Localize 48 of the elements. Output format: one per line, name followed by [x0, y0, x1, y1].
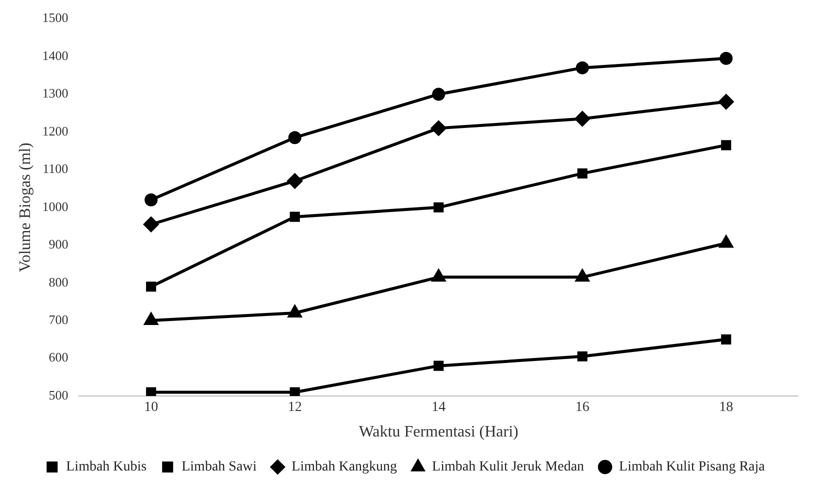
legend-label: Limbah Kulit Pisang Raja [619, 460, 766, 475]
x-axis-title: Waktu Fermentasi (Hari) [358, 424, 518, 441]
point [721, 334, 732, 344]
y-tick-label: 1000 [42, 198, 68, 214]
y-tick-label: 600 [48, 350, 68, 365]
y-tick-label: 1400 [42, 48, 68, 63]
point [287, 173, 302, 188]
point [574, 111, 590, 126]
y-axis-title: Volume Biogas (ml) [16, 142, 34, 272]
x-tick-label: 12 [288, 400, 302, 416]
y-tick-label: 1100 [42, 161, 68, 176]
x-tick-label: 14 [432, 400, 446, 416]
point [288, 306, 302, 318]
point [146, 387, 156, 396]
legend-label: Limbah Sawi [182, 460, 257, 475]
point [576, 61, 589, 74]
point [144, 216, 159, 232]
x-tick-label: 10 [144, 400, 158, 416]
point [434, 202, 444, 212]
point [288, 131, 302, 144]
y-tick-label: 500 [48, 387, 68, 402]
y-tick-label: 1500 [42, 10, 68, 26]
point [434, 360, 444, 371]
point [576, 270, 590, 282]
point [719, 236, 733, 248]
y-tick-label: 1300 [42, 86, 68, 101]
point [146, 282, 156, 292]
y-tick-label: 1200 [42, 123, 68, 138]
legend-label: Limbah Kulit Jeruk Medan [432, 460, 584, 475]
legend-label: Limbah Kangkung [292, 460, 398, 475]
point [144, 193, 158, 206]
point [431, 120, 446, 136]
point [718, 94, 734, 110]
point [144, 313, 158, 326]
y-tick-label: 900 [48, 236, 68, 252]
point [432, 270, 446, 282]
point [432, 88, 446, 101]
x-tick-label: 16 [575, 400, 590, 416]
point [721, 140, 732, 150]
point [290, 212, 300, 222]
y-tick-label: 700 [48, 312, 68, 327]
point [577, 351, 588, 362]
point [720, 52, 733, 65]
point [577, 168, 588, 178]
legend-label: Limbah Kubis [66, 460, 147, 475]
x-tick-label: 18 [719, 400, 734, 416]
point [290, 387, 300, 396]
y-tick-label: 800 [48, 274, 68, 290]
